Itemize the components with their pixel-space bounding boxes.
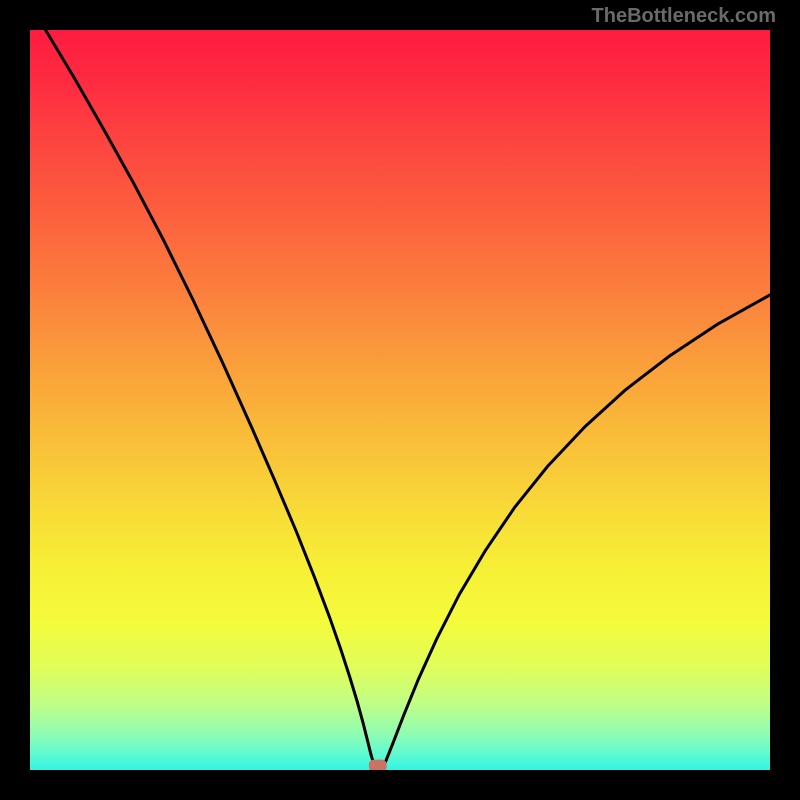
bottleneck-chart xyxy=(30,30,770,770)
minimum-marker xyxy=(369,760,387,770)
chart-frame: TheBottleneck.com xyxy=(0,0,800,800)
watermark-text: TheBottleneck.com xyxy=(592,5,776,28)
gradient-background xyxy=(30,30,770,770)
